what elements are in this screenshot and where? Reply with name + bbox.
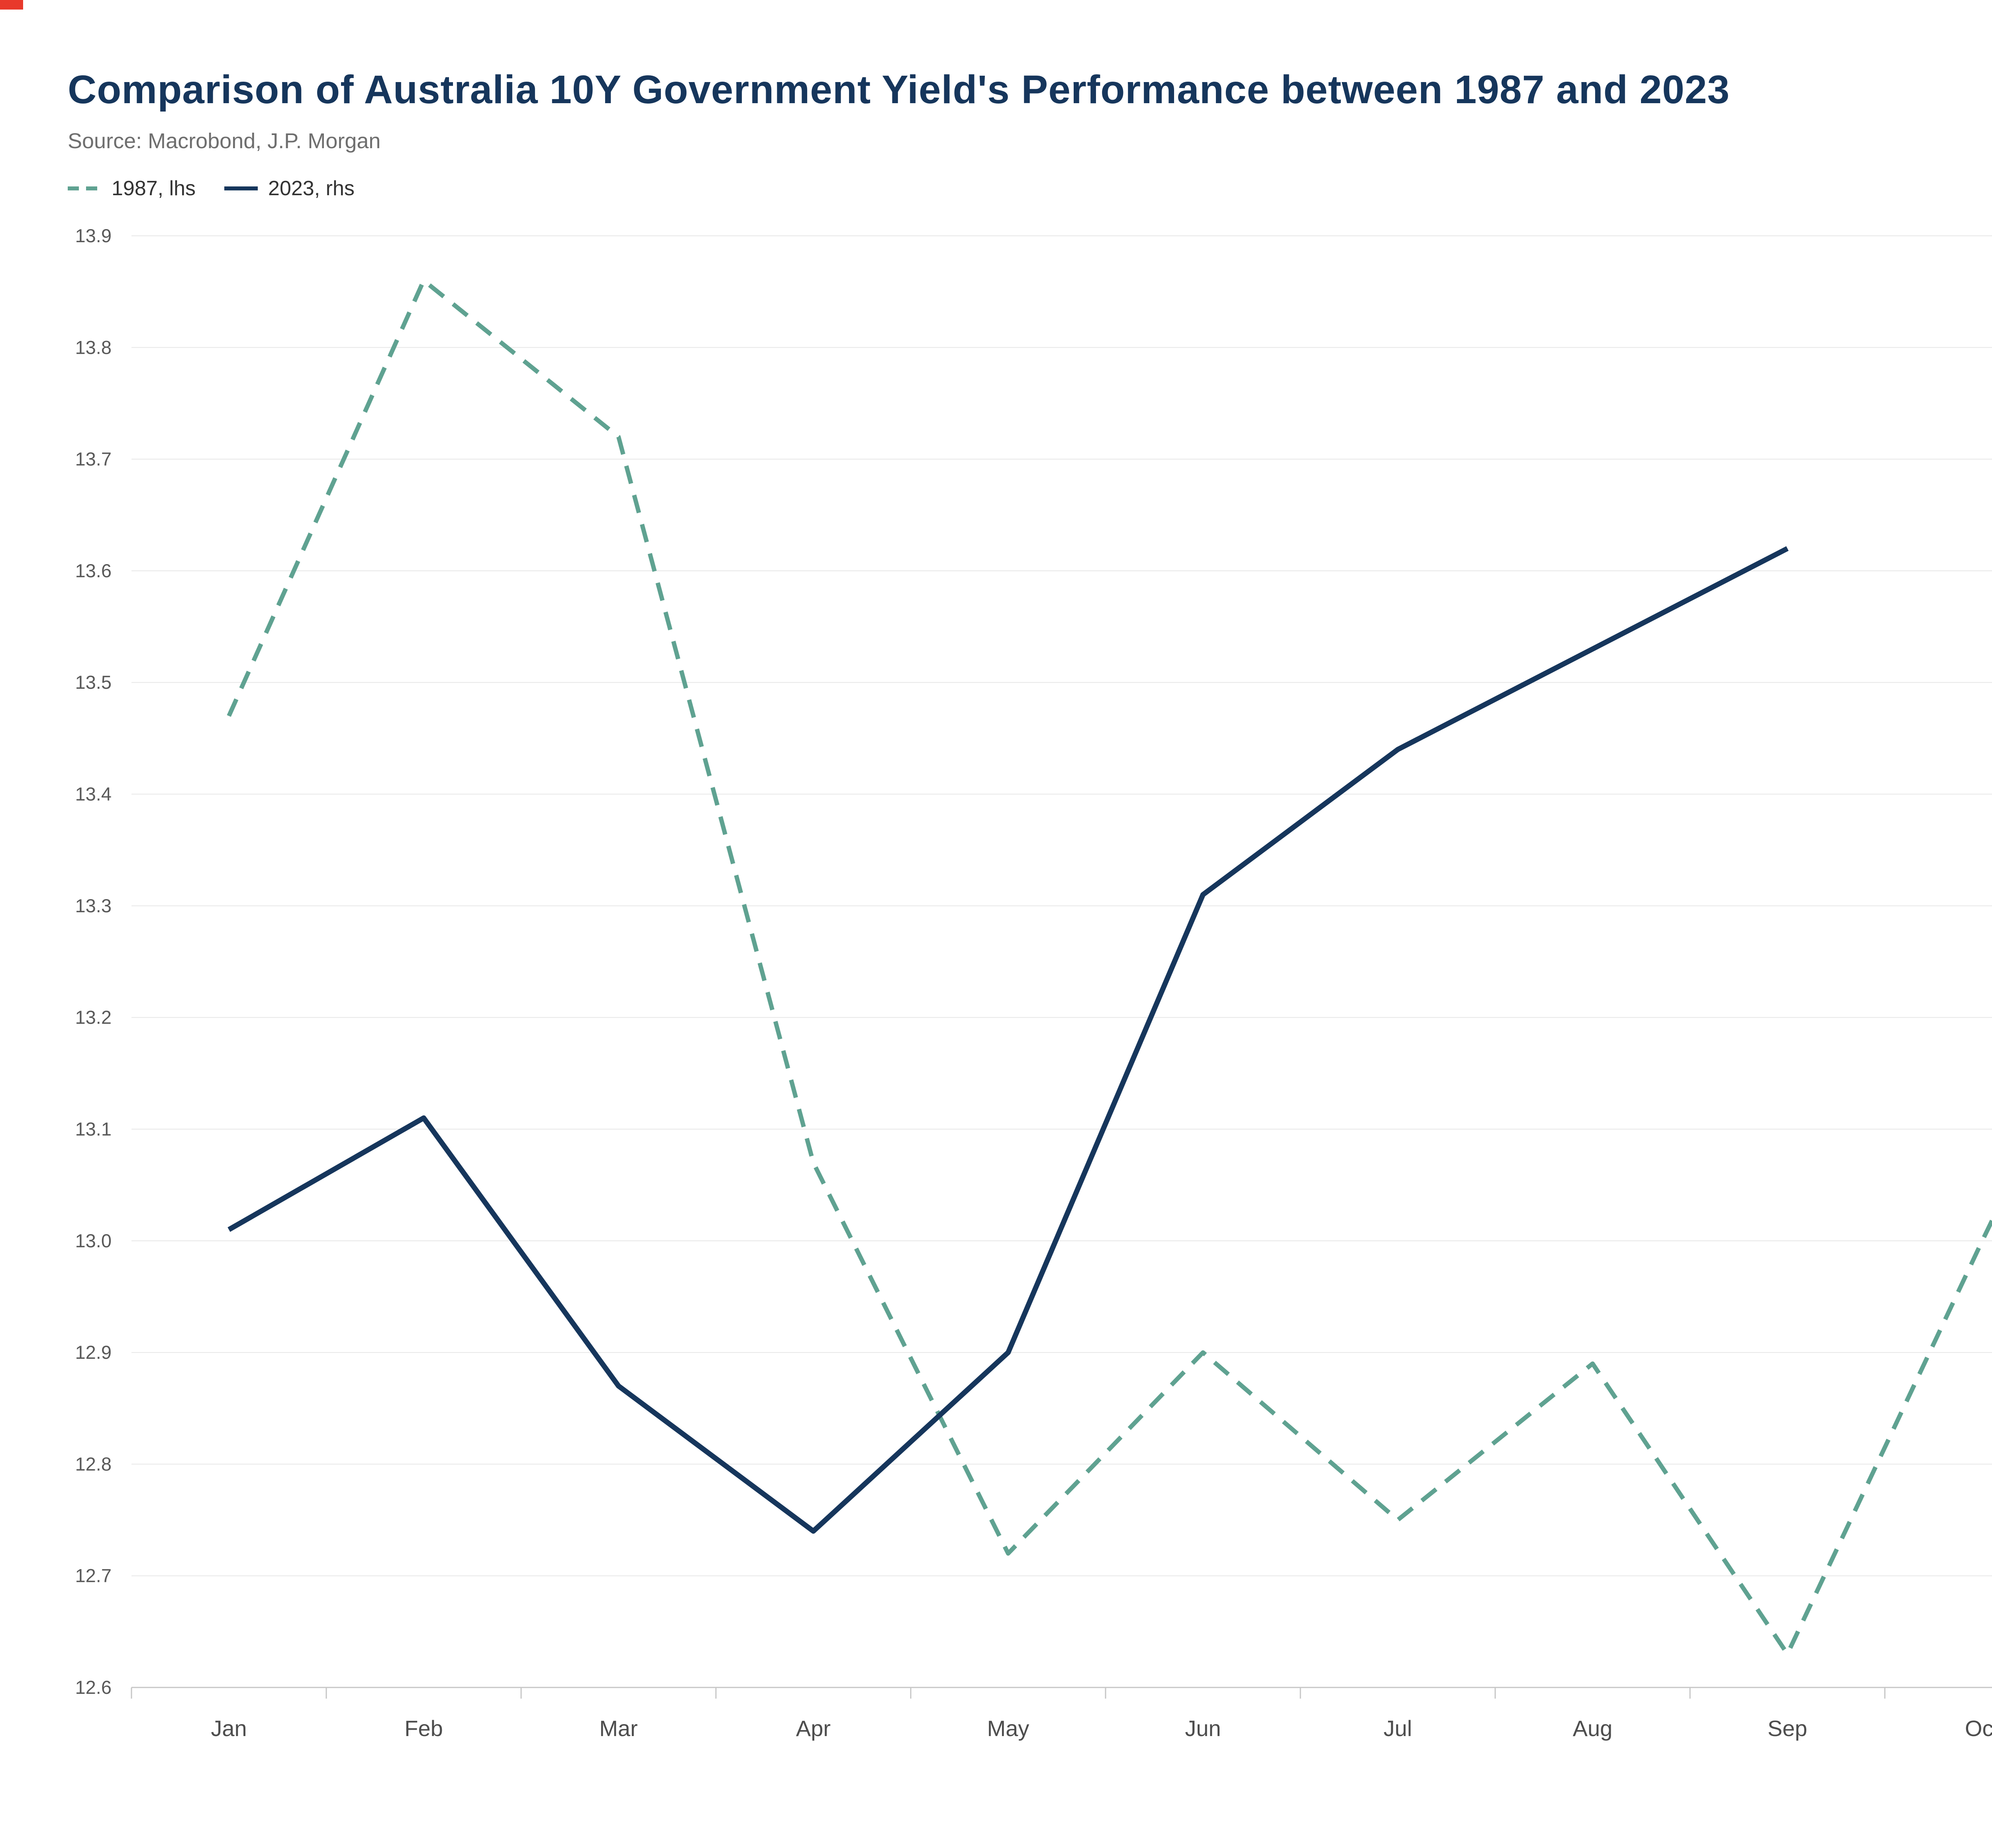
y-axis-tick-left: 12.8 — [75, 1453, 112, 1474]
y-axis-tick-left: 12.7 — [75, 1565, 112, 1586]
y-axis-tick-left: 12.6 — [75, 1677, 112, 1698]
x-axis-label: Jun — [1185, 1716, 1221, 1741]
y-axis-tick-left: 13.6 — [75, 560, 112, 581]
x-axis-label: Jan — [211, 1716, 247, 1741]
source-line: Source: Macrobond, J.P. Morgan — [68, 129, 381, 153]
y-axis-tick-left: 13.9 — [75, 225, 112, 246]
corner-marker — [0, 0, 23, 10]
legend-label-1987: 1987, lhs — [112, 177, 196, 200]
legend: 1987, lhs 2023, rhs — [68, 176, 1992, 200]
y-axis-tick-left: 12.9 — [75, 1342, 112, 1363]
y-axis-tick-left: 13.2 — [75, 1007, 112, 1028]
x-axis-label: Mar — [599, 1716, 637, 1741]
legend-swatch-2023-solid-line-icon — [224, 186, 258, 190]
x-axis-label: May — [987, 1716, 1029, 1741]
x-axis-label: Oct — [1965, 1716, 1992, 1741]
chart-header: Comparison of Australia 10Y Government Y… — [0, 0, 1992, 200]
y-axis-tick-left: 13.1 — [75, 1118, 112, 1139]
y-axis-tick-left: 13.5 — [75, 672, 112, 693]
series-line-2023 — [227, 546, 1789, 1534]
y-axis-tick-left: 13.3 — [75, 895, 112, 916]
x-axis-label: Feb — [404, 1716, 443, 1741]
y-axis-tick-left: 13.0 — [75, 1230, 112, 1251]
legend-label-2023: 2023, rhs — [268, 177, 355, 200]
series-line-1987 — [227, 278, 1992, 1656]
legend-swatch-1987-dashed-line-icon — [68, 186, 101, 190]
x-axis-label: Apr — [796, 1716, 831, 1741]
legend-item-2023: 2023, rhs — [224, 176, 355, 200]
y-axis-tick-left: 13.8 — [75, 337, 112, 358]
y-axis-tick-left: 13.4 — [75, 784, 112, 805]
page-title: Comparison of Australia 10Y Government Y… — [68, 67, 1730, 112]
x-axis-label: Jul — [1384, 1716, 1412, 1741]
line-chart: 13.94.513.84.413.74.313.64.213.54.113.44… — [75, 225, 1992, 1741]
x-axis-label: Sep — [1768, 1716, 1808, 1741]
y-axis-tick-left: 13.7 — [75, 449, 112, 470]
legend-item-1987: 1987, lhs — [68, 176, 196, 200]
x-axis-label: Aug — [1573, 1716, 1613, 1741]
